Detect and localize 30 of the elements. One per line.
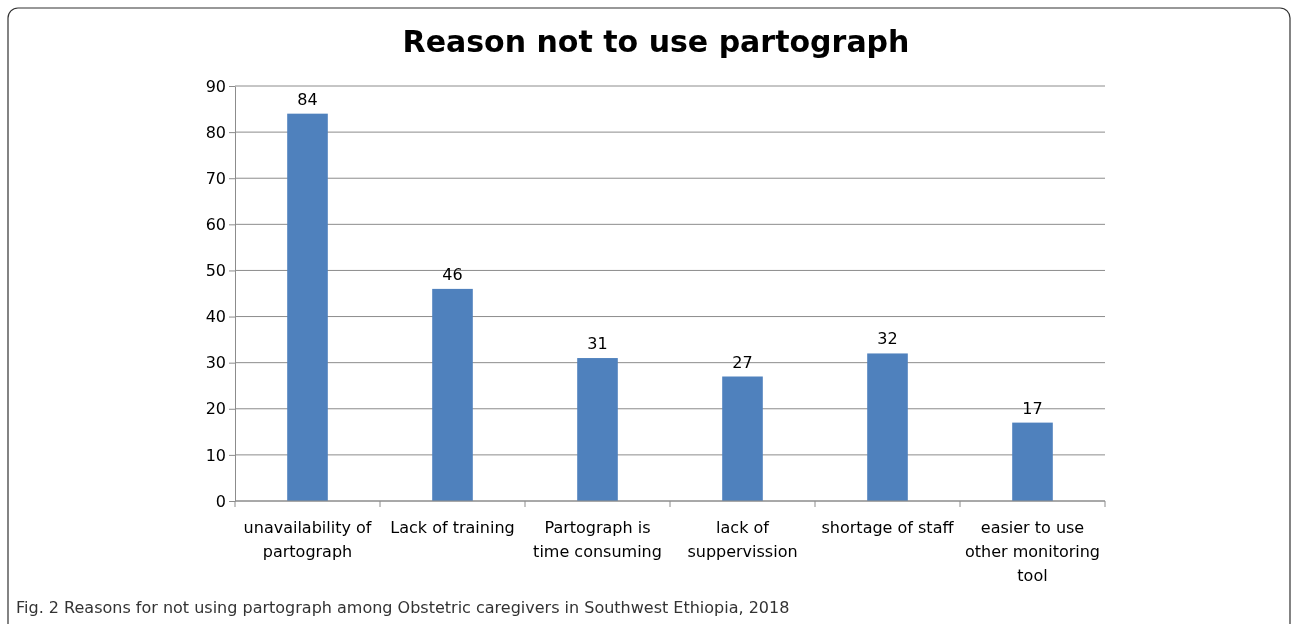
data-label: 32 [877, 329, 898, 349]
data-label: 46 [442, 264, 463, 284]
data-label: 31 [587, 334, 608, 354]
y-tick-label: 90 [205, 76, 226, 96]
x-tick-label: easier to use other monitoring tool [964, 518, 1101, 585]
y-tick-label: 40 [205, 307, 226, 327]
y-tick-label: 80 [205, 122, 226, 142]
y-tick-label: 50 [205, 261, 226, 281]
data-label: 84 [297, 89, 318, 109]
chart-title: Reason not to use partograph [402, 24, 910, 59]
y-tick-label: 60 [205, 214, 226, 234]
bar [722, 376, 763, 501]
x-tick-label: lack of suppervission [687, 518, 798, 561]
x-tick-label: unavailability of partograph [243, 518, 372, 561]
x-tick-label: Partograph is time consuming [533, 518, 662, 561]
y-tick-label: 0 [215, 491, 226, 511]
y-tick-label: 30 [205, 353, 226, 373]
data-label: 17 [1022, 398, 1043, 418]
bar [867, 353, 908, 501]
bar [432, 288, 473, 501]
y-tick-label: 10 [205, 445, 226, 465]
y-tick-label: 20 [205, 399, 226, 419]
bar [577, 358, 618, 501]
data-label: 27 [732, 352, 753, 372]
x-tick-label: shortage of staff [821, 518, 955, 537]
y-tick-label: 70 [205, 168, 226, 188]
bar [1012, 422, 1053, 501]
bar [287, 113, 328, 501]
x-tick-label: Lack of training [390, 518, 515, 537]
caption: Fig. 2 Reasons for not using partograph among Obstetric caregivers in Southwest Ethiopia, 2018 [16, 598, 790, 617]
